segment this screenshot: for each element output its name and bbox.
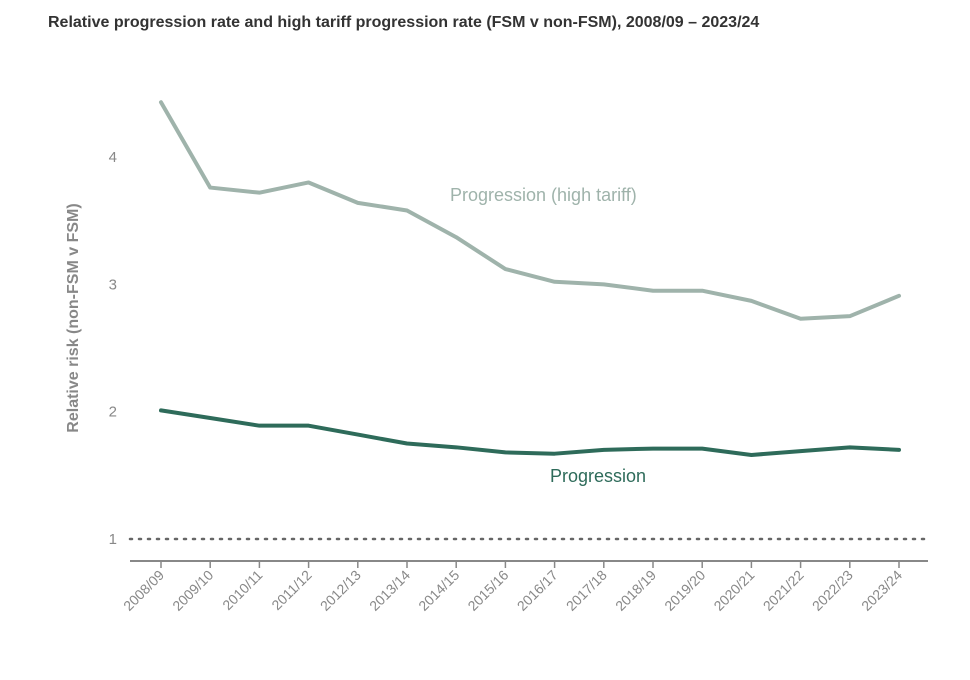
y-tick-label: 4 bbox=[109, 149, 117, 166]
x-tick-label: 2018/19 bbox=[612, 567, 659, 614]
chart-title: Relative progression rate and high tarif… bbox=[48, 14, 760, 31]
x-tick-label: 2014/15 bbox=[415, 567, 462, 614]
x-tick-label: 2022/23 bbox=[809, 567, 856, 614]
x-tick-label: 2012/13 bbox=[317, 567, 364, 614]
series-label-progression: Progression bbox=[550, 466, 646, 486]
series-line-progression bbox=[159, 408, 901, 457]
y-tick-label: 2 bbox=[109, 404, 117, 421]
y-axis-ticks: 1 2 3 4 bbox=[109, 149, 117, 548]
x-tick-label: 2010/11 bbox=[219, 567, 266, 614]
x-tick-label: 2015/16 bbox=[464, 567, 511, 614]
x-tick-label: 2016/17 bbox=[514, 567, 561, 614]
x-tick-label: 2011/12 bbox=[268, 567, 315, 614]
x-tick-label: 2021/22 bbox=[760, 567, 807, 614]
x-tick-label: 2020/21 bbox=[710, 567, 757, 614]
x-tick-label: 2013/14 bbox=[366, 567, 413, 614]
x-tick-label: 2009/10 bbox=[169, 567, 216, 614]
x-tick-label: 2019/20 bbox=[661, 567, 708, 614]
series-lines bbox=[159, 100, 901, 457]
x-tick-label: 2008/09 bbox=[120, 567, 167, 614]
y-tick-label: 1 bbox=[109, 531, 117, 548]
y-axis-label: Relative risk (non-FSM v FSM) bbox=[65, 203, 82, 432]
x-axis-ticks: 2008/09 2009/10 2010/11 2011/12 2012/13 2013/… bbox=[120, 561, 905, 614]
x-tick-label: 2017/18 bbox=[563, 567, 610, 614]
y-tick-label: 3 bbox=[109, 276, 117, 293]
series-line-high-tariff bbox=[159, 100, 901, 321]
x-tick-label: 2023/24 bbox=[858, 567, 905, 614]
series-label-high-tariff: Progression (high tariff) bbox=[450, 185, 637, 205]
